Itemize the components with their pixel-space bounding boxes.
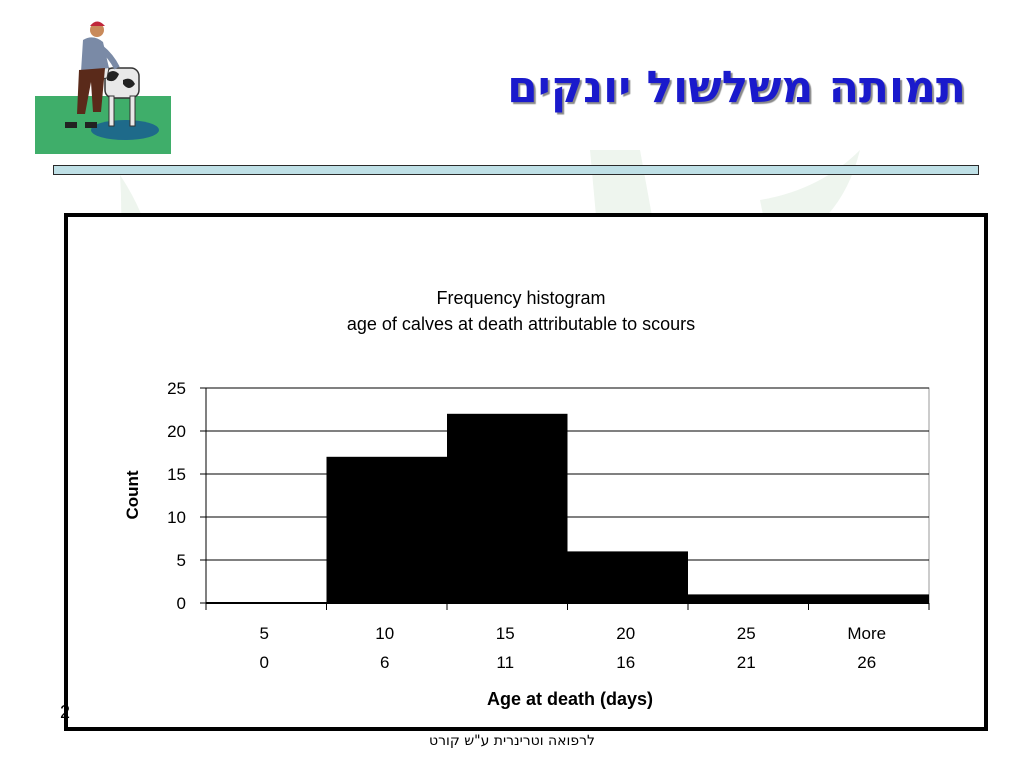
y-axis-label: Count [123, 470, 142, 519]
slide-title: תמותה משלשול יונקים [507, 62, 966, 113]
histogram-chart: Frequency histogram age of calves at dea… [123, 288, 930, 709]
x-tick-label-secondary: 16 [616, 653, 635, 672]
x-tick-label: 10 [375, 624, 394, 643]
bar [447, 413, 568, 603]
bar [567, 551, 688, 603]
x-tick-label: More [847, 624, 886, 643]
bar [326, 456, 447, 603]
x-tick-label: 20 [616, 624, 635, 643]
chart-subtitle: age of calves at death attributable to s… [347, 314, 695, 334]
x-tick-label-secondary: 6 [380, 653, 389, 672]
footer-text: לרפואה וטרינרית ע"ש קורט [429, 733, 595, 749]
chart-frame: Frequency histogram age of calves at dea… [64, 213, 988, 731]
farmer-with-calf-icon [35, 21, 171, 154]
bar [688, 594, 809, 603]
x-tick-label: 5 [260, 624, 269, 643]
title-divider [53, 165, 979, 175]
y-tick-label: 10 [167, 508, 186, 527]
x-tick-label: 15 [496, 624, 515, 643]
x-tick-label-secondary: 11 [496, 653, 514, 672]
y-tick-label: 20 [167, 422, 186, 441]
chart-title: Frequency histogram [436, 288, 605, 308]
x-tick-label-secondary: 0 [260, 653, 269, 672]
bar [808, 594, 929, 603]
plot-area: 0 5 10 15 20 25 5 0 10 6 15 11 20 16 25 21 More 26 [167, 379, 930, 672]
y-tick-label: 0 [177, 594, 186, 613]
y-tick-label: 5 [177, 551, 186, 570]
x-tick-label: 25 [737, 624, 756, 643]
y-tick-label: 25 [167, 379, 186, 398]
x-tick-label-secondary: 21 [737, 653, 756, 672]
slide-number: 2 [60, 702, 71, 722]
x-tick-label-secondary: 26 [857, 653, 876, 672]
x-axis-label: Age at death (days) [487, 689, 653, 709]
y-tick-label: 15 [167, 465, 186, 484]
